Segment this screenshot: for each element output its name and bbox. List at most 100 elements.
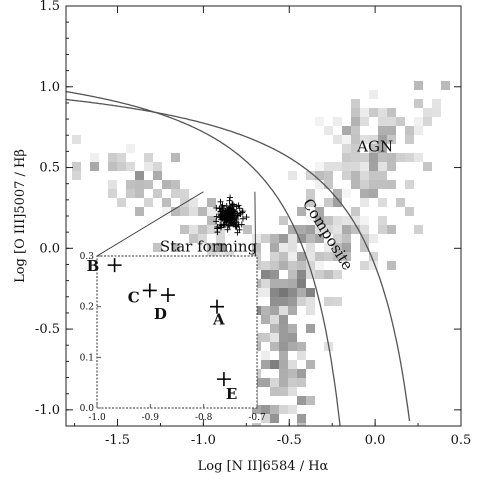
density-cell xyxy=(297,351,306,360)
density-cell xyxy=(315,171,324,180)
density-cell xyxy=(378,171,387,180)
density-cell xyxy=(72,135,81,144)
density-cell xyxy=(414,117,423,126)
density-cell xyxy=(441,81,450,90)
density-cell xyxy=(108,153,117,162)
density-cell xyxy=(279,387,288,396)
cluster-point xyxy=(227,209,234,216)
inset-panel: -1.0 -0.9 -0.8 -0.7 0.0 0.1 0.2 0.3 A B CD E xyxy=(80,252,266,423)
density-cell xyxy=(252,405,261,414)
inset-point-label: B xyxy=(87,257,100,275)
cluster-point xyxy=(214,229,221,236)
density-cell xyxy=(324,225,333,234)
density-cell xyxy=(351,225,360,234)
density-cell xyxy=(306,396,315,405)
density-cell xyxy=(360,180,369,189)
density-cell xyxy=(333,243,342,252)
density-cell xyxy=(351,207,360,216)
density-cell xyxy=(288,243,297,252)
density-cell xyxy=(135,189,144,198)
density-cell xyxy=(270,306,279,315)
cluster-point xyxy=(235,202,242,209)
density-cell xyxy=(108,162,117,171)
inset-axes: -1.0 -0.9 -0.8 -0.7 0.0 0.1 0.2 0.3 xyxy=(80,252,266,423)
density-cell xyxy=(198,243,207,252)
density-cell xyxy=(306,225,315,234)
density-cell xyxy=(396,153,405,162)
cluster-point xyxy=(213,218,220,225)
density-cell xyxy=(405,153,414,162)
density-cell xyxy=(378,135,387,144)
density-cell xyxy=(279,306,288,315)
density-cell xyxy=(351,162,360,171)
density-cell xyxy=(387,117,396,126)
density-cell xyxy=(261,288,270,297)
density-cell xyxy=(306,324,315,333)
density-cell xyxy=(351,144,360,153)
density-cell xyxy=(369,162,378,171)
density-cell xyxy=(432,99,441,108)
density-cell xyxy=(387,135,396,144)
density-cell xyxy=(297,378,306,387)
density-cell xyxy=(378,108,387,117)
density-cell xyxy=(180,225,189,234)
density-cell xyxy=(396,117,405,126)
density-cell xyxy=(369,153,378,162)
density-cell xyxy=(288,333,297,342)
density-cell xyxy=(387,261,396,270)
density-cell xyxy=(117,162,126,171)
density-cell xyxy=(306,288,315,297)
density-cell xyxy=(369,234,378,243)
density-cell xyxy=(369,180,378,189)
density-cell xyxy=(261,279,270,288)
density-cell xyxy=(324,180,333,189)
density-cell xyxy=(423,108,432,117)
inset-point-A xyxy=(210,299,224,314)
density-cell xyxy=(378,225,387,234)
density-cell xyxy=(261,261,270,270)
density-cell xyxy=(423,117,432,126)
density-cell xyxy=(387,126,396,135)
density-cell xyxy=(270,342,279,351)
region-label: Star forming xyxy=(160,238,258,256)
density-cell xyxy=(198,225,207,234)
x-axis-label: Log [N II]6584 / Hα xyxy=(198,459,329,474)
density-cell xyxy=(126,189,135,198)
density-cell xyxy=(342,189,351,198)
density-cell xyxy=(324,171,333,180)
density-cell xyxy=(135,180,144,189)
density-cell xyxy=(315,234,324,243)
density-cell xyxy=(279,378,288,387)
density-cell xyxy=(108,189,117,198)
density-cell xyxy=(360,225,369,234)
density-cell xyxy=(270,297,279,306)
density-cell xyxy=(360,261,369,270)
density-cell xyxy=(315,180,324,189)
density-cell xyxy=(189,198,198,207)
density-cell xyxy=(360,216,369,225)
y-tick-label: 1.5 xyxy=(39,0,60,14)
density-cell xyxy=(270,378,279,387)
inset-point-label: A xyxy=(212,311,225,329)
density-cell xyxy=(369,108,378,117)
density-cell xyxy=(189,207,198,216)
density-cell xyxy=(297,207,306,216)
density-cell xyxy=(297,234,306,243)
density-cell xyxy=(171,153,180,162)
inset-y-tick-label: 0.0 xyxy=(80,404,95,414)
density-cell xyxy=(378,117,387,126)
inset-point-C xyxy=(142,283,157,298)
density-cell xyxy=(198,234,207,243)
density-cell xyxy=(342,243,351,252)
density-cell xyxy=(360,243,369,252)
density-cell xyxy=(315,216,324,225)
density-cell xyxy=(405,126,414,135)
density-cell xyxy=(279,261,288,270)
density-cell xyxy=(378,198,387,207)
inset-point-E xyxy=(216,372,231,387)
density-cell xyxy=(180,198,189,207)
density-cell xyxy=(270,315,279,324)
density-cell xyxy=(333,162,342,171)
inset-point-label: C xyxy=(128,288,140,306)
density-cell xyxy=(261,270,270,279)
